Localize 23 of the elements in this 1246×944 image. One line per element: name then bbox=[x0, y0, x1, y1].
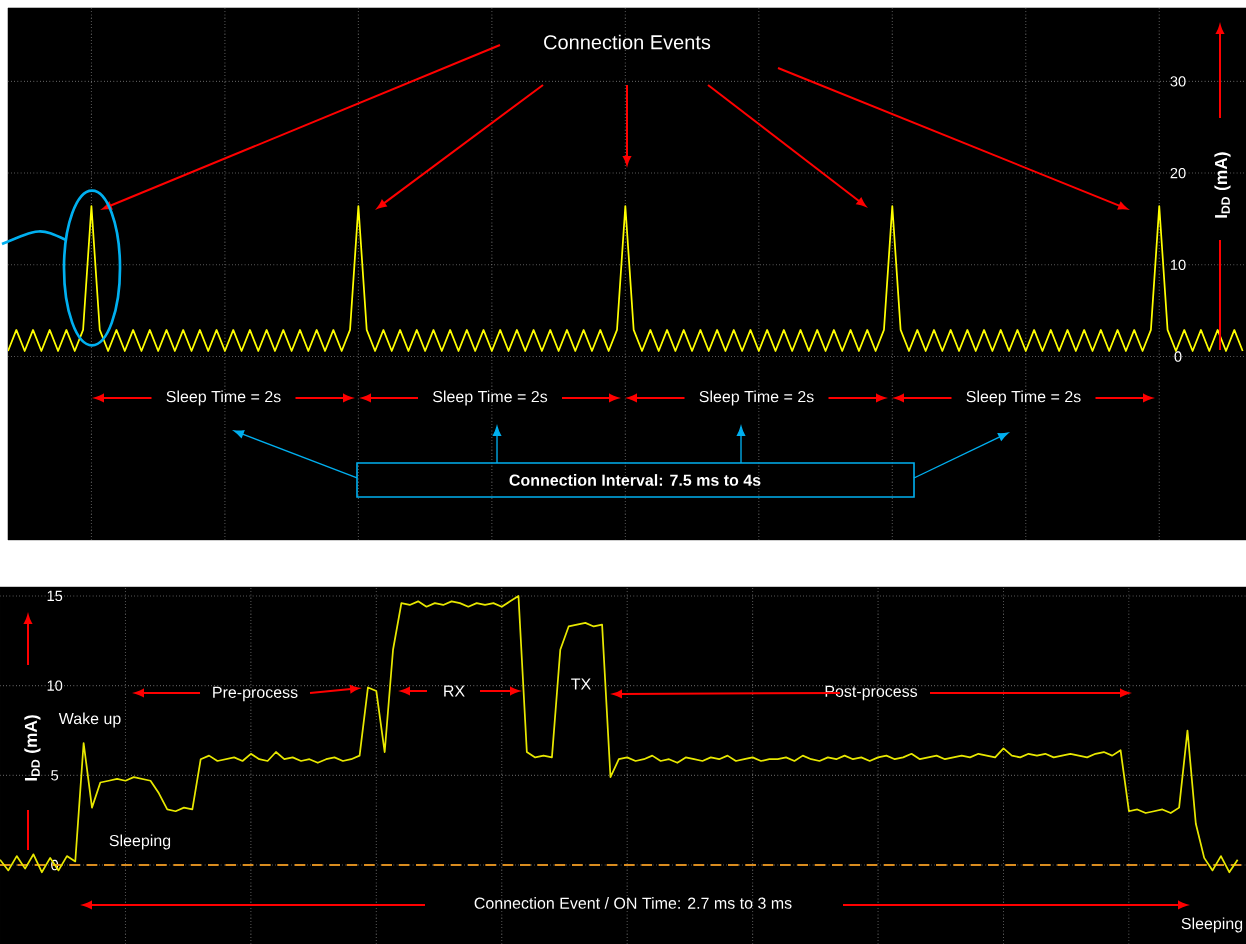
annotation: Wake up bbox=[58, 712, 121, 728]
annotation: Sleeping bbox=[1181, 917, 1243, 933]
annotation: Connection Interval: 7.5 ms to 4s bbox=[509, 474, 761, 486]
y-tick-label: 30 bbox=[1170, 76, 1186, 87]
y-tick-label: 5 bbox=[51, 770, 59, 781]
annotation: Post-process bbox=[825, 685, 918, 701]
annotation: Connection Events bbox=[544, 34, 711, 50]
annotation: Pre-process bbox=[213, 686, 298, 702]
annotation: Sleep Time = 2s bbox=[966, 390, 1081, 406]
annotation: Sleeping bbox=[109, 834, 171, 850]
y-axis-title: I$_{DD}$ (mA) bbox=[24, 715, 41, 781]
annotation: Connection Event / ON Time: 2.7 ms to 3 ms bbox=[474, 897, 792, 909]
y-tick-label: 10 bbox=[47, 680, 63, 691]
y-tick-label: 10 bbox=[1170, 259, 1186, 271]
annotation: Sleep Time = 2s bbox=[166, 390, 281, 406]
annotation: TX bbox=[571, 678, 591, 690]
y-tick-label: 20 bbox=[1170, 167, 1186, 179]
y-tick-label: 0 bbox=[1174, 351, 1182, 362]
y-axis-title: I$_{DD}$ (mA) bbox=[1214, 152, 1231, 218]
annotation: RX bbox=[444, 685, 465, 697]
y-tick-label: 15 bbox=[47, 590, 63, 602]
annotation: Sleep Time = 2s bbox=[433, 390, 548, 406]
annotation: Sleep Time = 2s bbox=[699, 390, 814, 406]
